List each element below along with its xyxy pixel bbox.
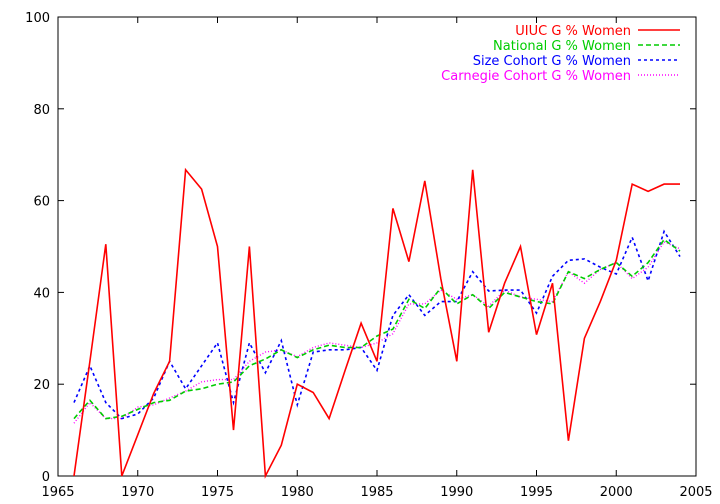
y-tick-label: 80 — [33, 103, 50, 118]
series-line-2 — [73, 229, 681, 420]
x-tick-label: 1965 — [41, 485, 74, 500]
legend-label: UIUC G % Women — [515, 24, 631, 39]
plot-frame — [57, 16, 697, 477]
series-line-0 — [73, 167, 680, 479]
y-tick-label: 100 — [25, 11, 50, 26]
axes: 1965 1970 1975 1980 1985 1990 1995 2000 2005 0 20 4… — [25, 11, 712, 500]
x-tick-label: 1970 — [121, 485, 154, 500]
x-tick-label: 1980 — [281, 485, 314, 500]
x-tick-label: 2000 — [600, 485, 633, 500]
y-tick-label: 40 — [33, 286, 50, 301]
series-line-1 — [73, 238, 681, 420]
y-tick-label: 60 — [33, 195, 50, 210]
x-tick-label: 1975 — [201, 485, 234, 500]
x-tick-label: 1985 — [360, 485, 393, 500]
y-tick-label: 0 — [42, 470, 50, 485]
series-layer — [73, 167, 681, 479]
legend-label: National G % Women — [493, 39, 631, 54]
legend-label: Size Cohort G % Women — [473, 54, 631, 69]
x-tick-label: 1990 — [440, 485, 473, 500]
y-tick-label: 20 — [33, 378, 50, 393]
x-tick-label: 2005 — [679, 485, 712, 500]
legend-label: Carnegie Cohort G % Women — [441, 69, 631, 84]
series-line-3 — [73, 241, 681, 424]
x-tick-label: 1995 — [520, 485, 553, 500]
